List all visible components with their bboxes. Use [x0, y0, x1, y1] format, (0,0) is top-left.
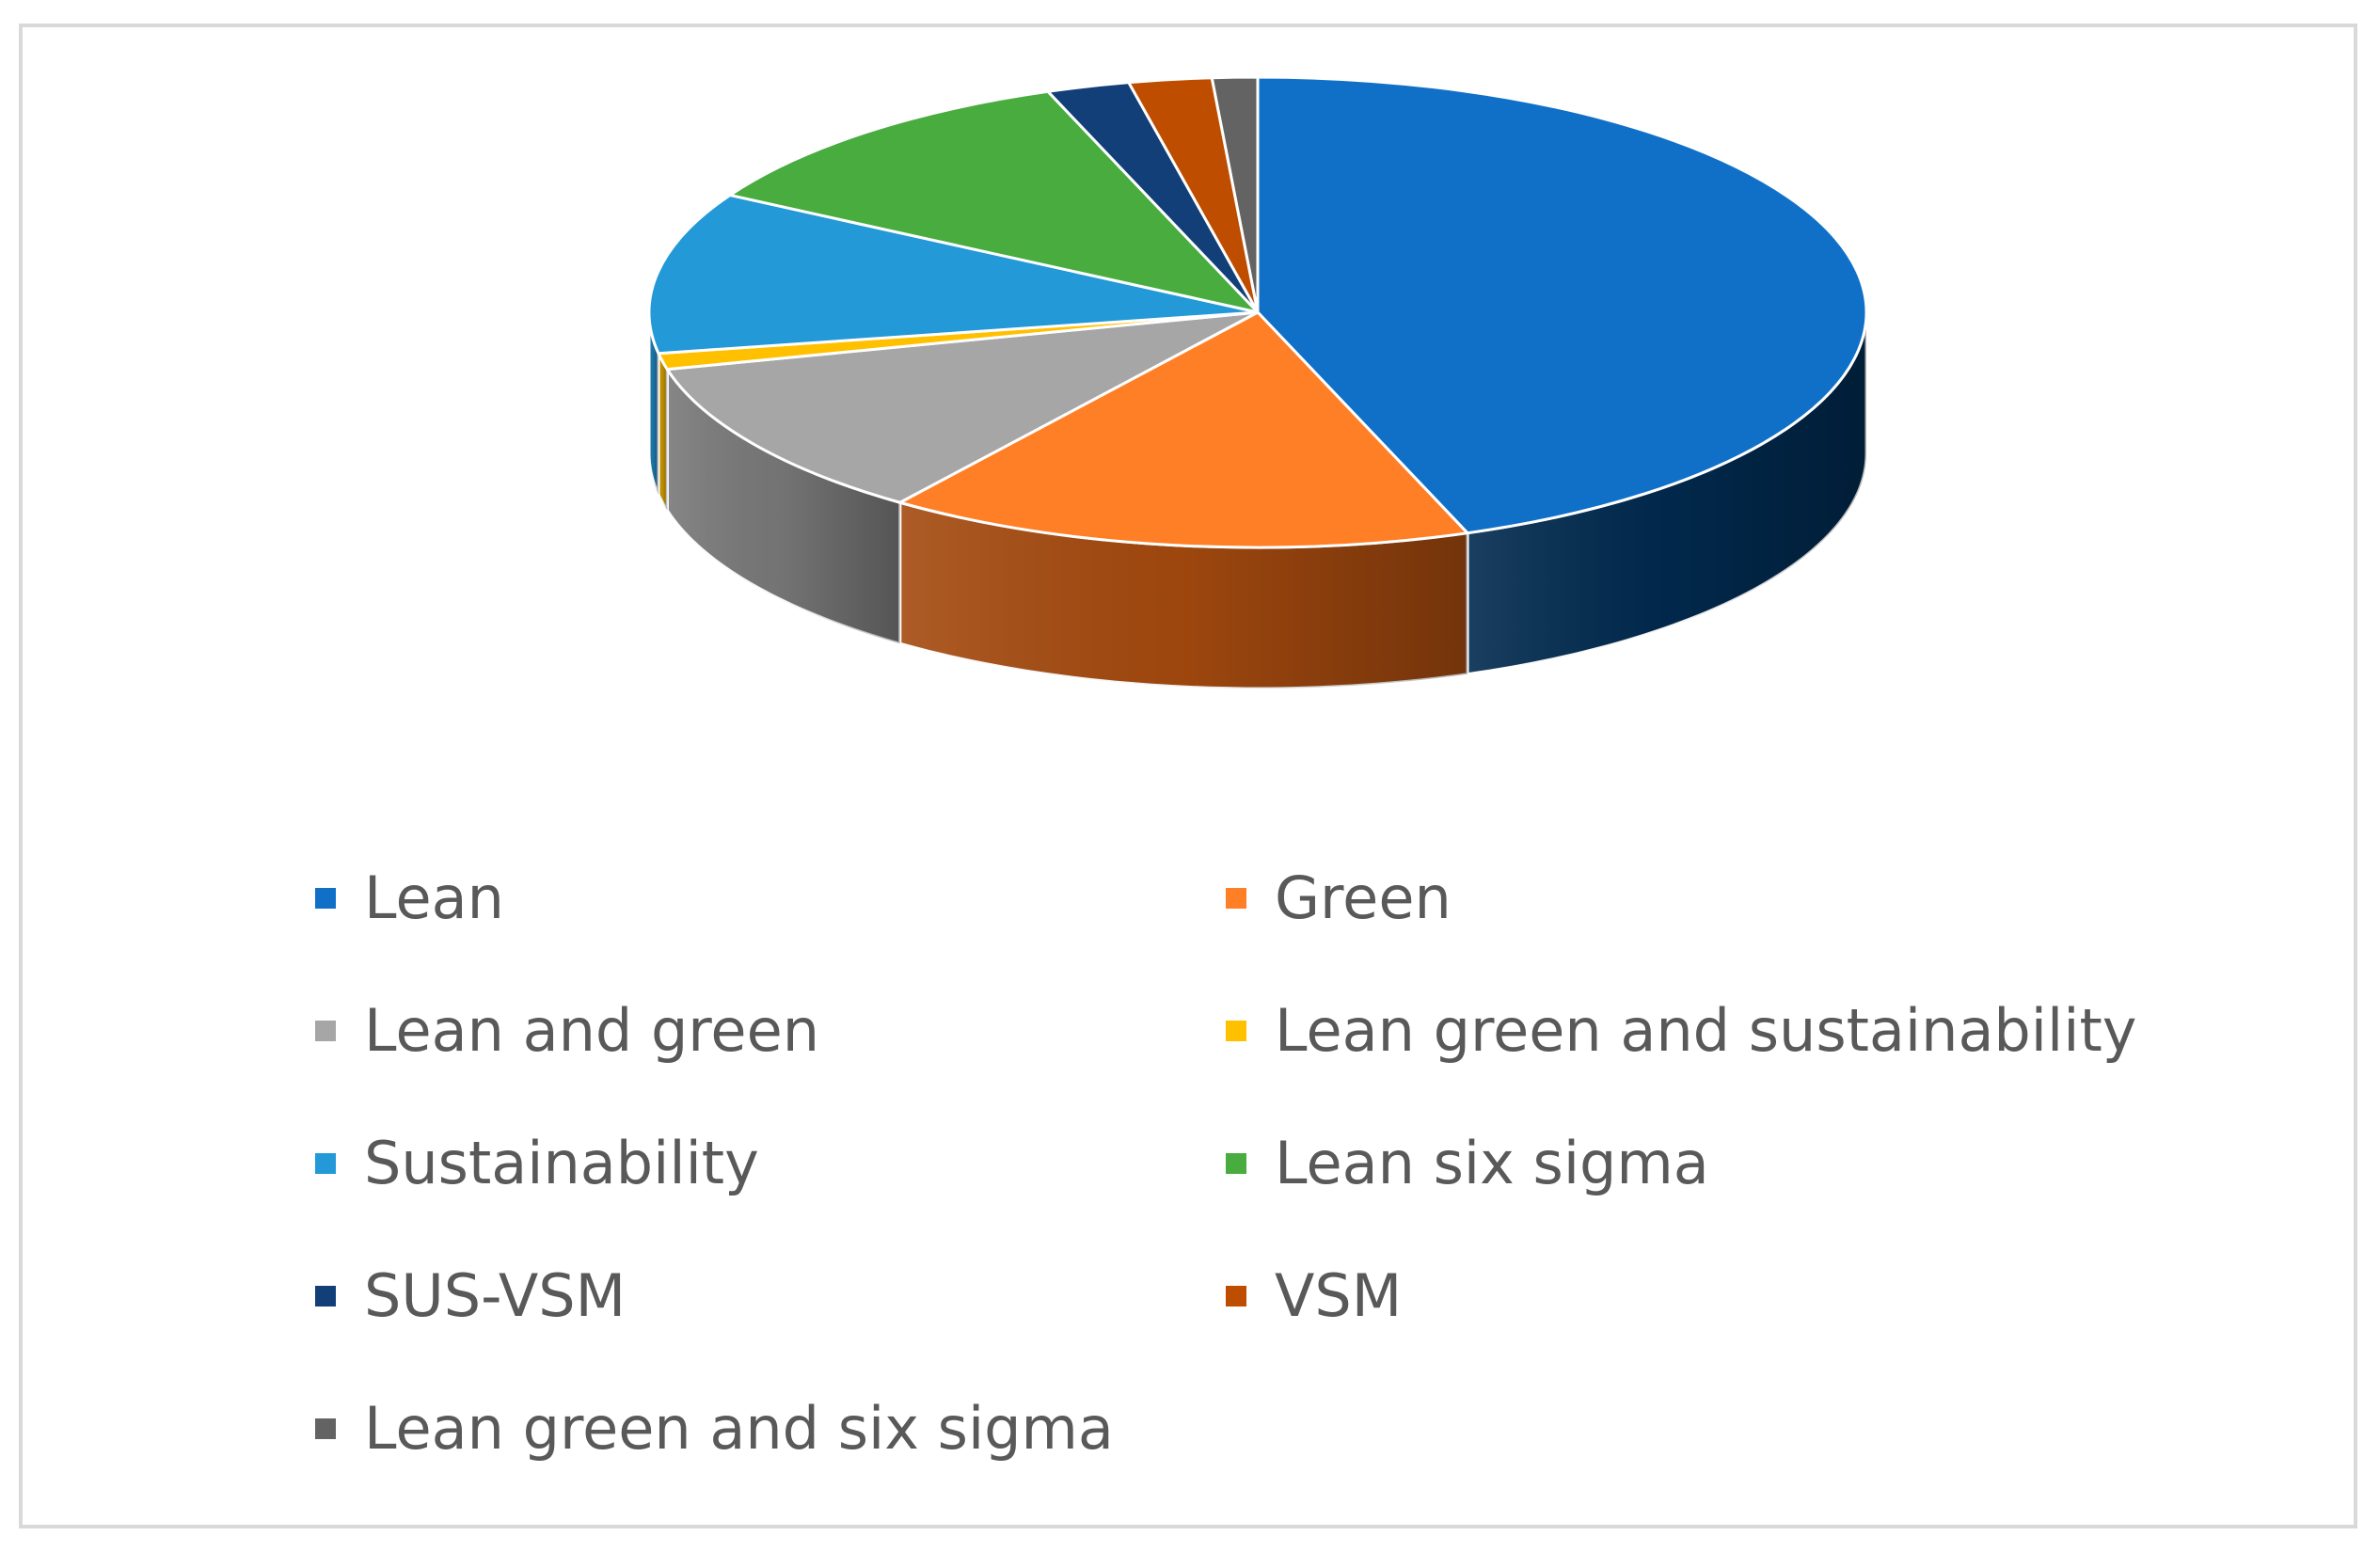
pie-slice-lean-green-and-six-sigma[interactable]: [1210, 75, 1260, 314]
pie-slice-sustainability[interactable]: [647, 193, 1260, 356]
pie-slice-lean-six-sigma[interactable]: [728, 89, 1260, 314]
pie-slice-lean-and-green[interactable]: [665, 310, 1260, 504]
pie-chart: [647, 75, 1868, 690]
pie-slice-lean[interactable]: [1256, 75, 1868, 535]
pie-slice-green[interactable]: [898, 310, 1469, 549]
pie-side-green: [898, 500, 1469, 690]
